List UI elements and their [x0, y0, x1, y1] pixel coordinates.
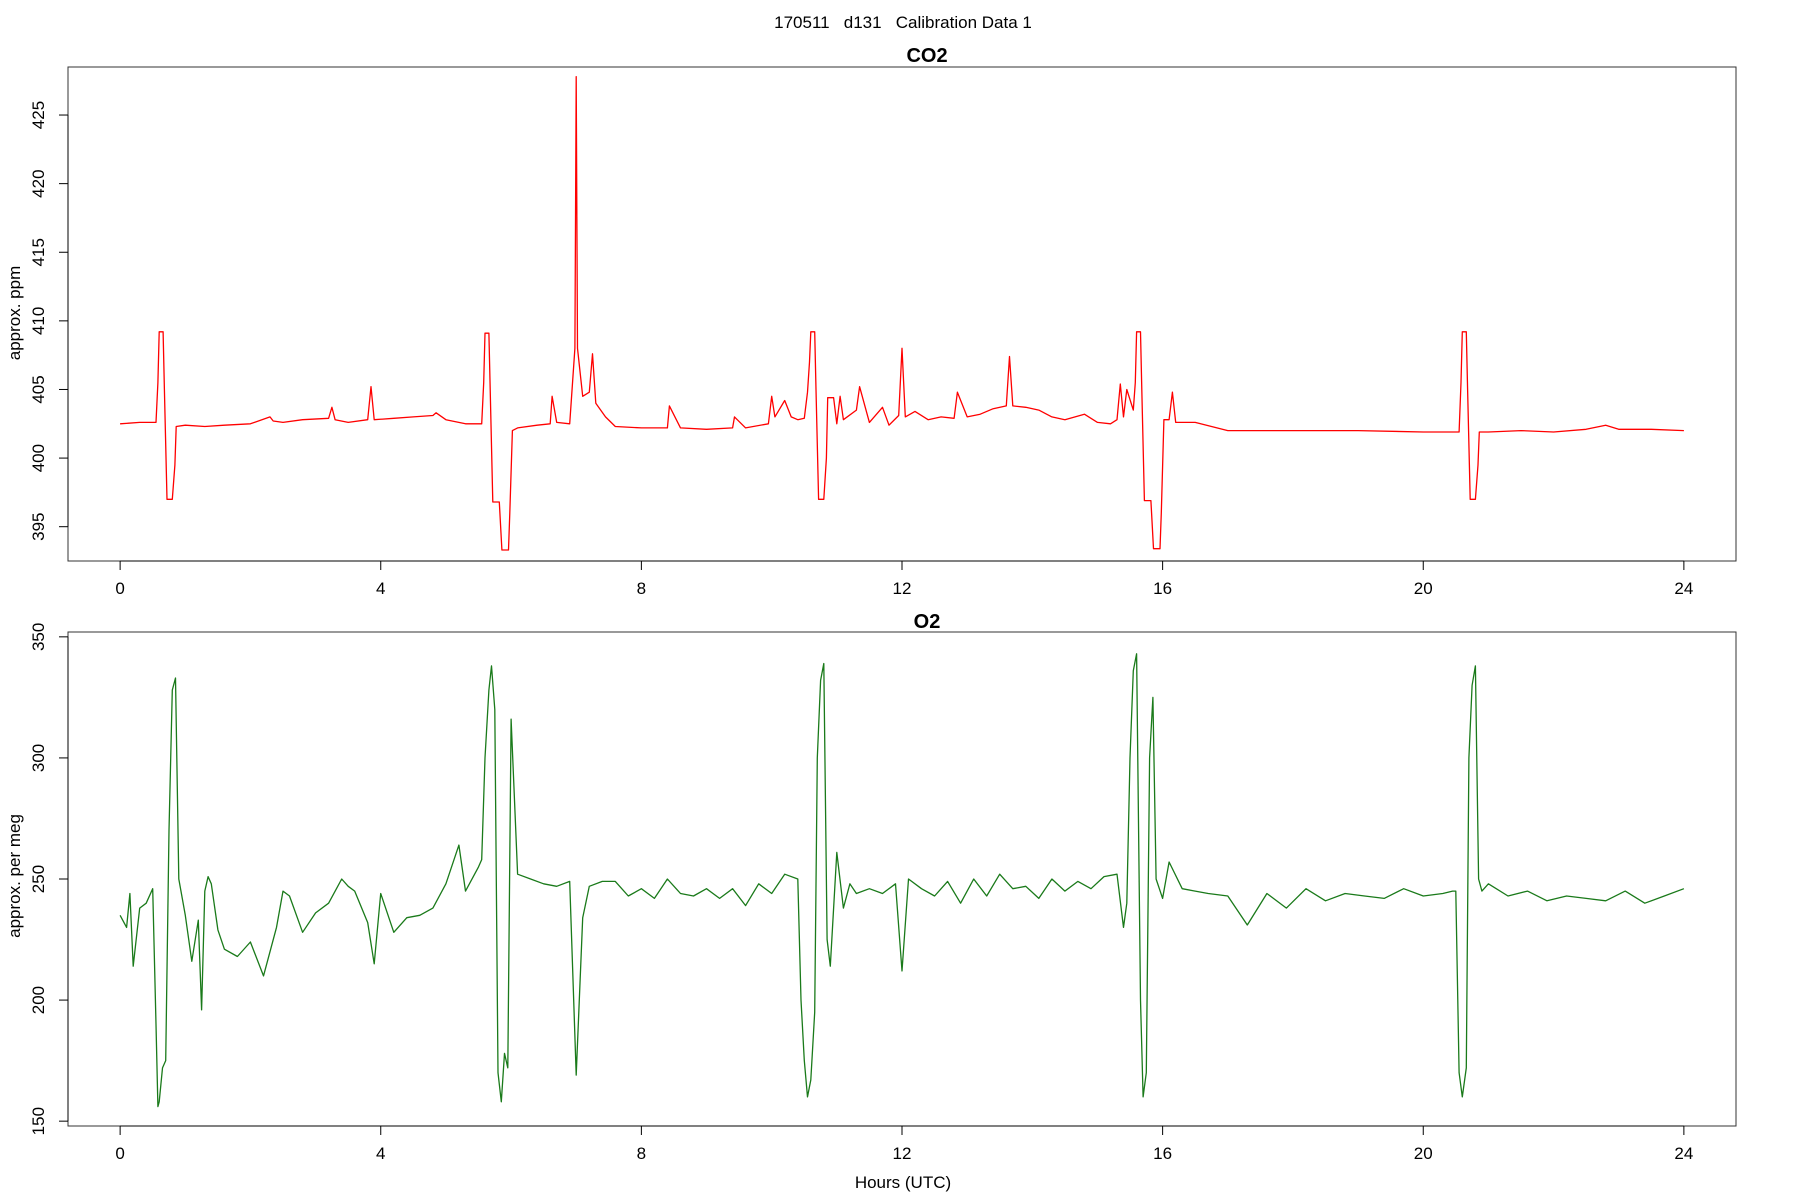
co2-y-tick-label: 420 — [29, 169, 48, 197]
o2-x-tick-label: 8 — [637, 1144, 646, 1163]
o2-x-tick-label: 12 — [893, 1144, 912, 1163]
o2-y-tick-label: 200 — [29, 986, 48, 1014]
o2-y-tick-label: 350 — [29, 623, 48, 651]
co2-y-tick-label: 405 — [29, 375, 48, 403]
o2-plot-area — [119, 653, 1685, 1108]
co2-x-tick-label: 8 — [637, 579, 646, 598]
co2-y-tick-label: 395 — [29, 513, 48, 541]
co2-y-axis-label: approx. ppm — [5, 266, 24, 361]
co2-y-tick-label: 415 — [29, 238, 48, 266]
o2-y-axis-label: approx. per meg — [5, 814, 24, 938]
o2-x-axis: 0 4 8 12 16 20 24 — [115, 1125, 1693, 1163]
o2-panel: O2 approx. per meg Hours (UTC) 0 4 8 12 16 20… — [5, 611, 1737, 1192]
o2-x-tick-label: 16 — [1153, 1144, 1172, 1163]
co2-panel: CO2 approx. ppm 0 4 8 12 16 20 24 395 400 405 410… — [5, 45, 1737, 598]
o2-x-axis-label: Hours (UTC) — [855, 1173, 951, 1192]
o2-y-tick-label: 300 — [29, 744, 48, 772]
o2-series-line — [119, 653, 1685, 1108]
figure-title: 170511 d131 Calibration Data 1 — [774, 13, 1032, 32]
co2-y-axis: 395 400 405 410 415 420 425 — [29, 101, 69, 541]
o2-x-tick-label: 0 — [115, 1144, 124, 1163]
o2-panel-title: O2 — [914, 611, 941, 633]
co2-y-tick-label: 410 — [29, 307, 48, 335]
co2-plot-area — [120, 75, 1684, 551]
o2-y-axis: 150 200 250 300 350 — [29, 623, 69, 1135]
co2-x-tick-label: 12 — [893, 579, 912, 598]
co2-x-tick-label: 16 — [1153, 579, 1172, 598]
co2-panel-title: CO2 — [906, 45, 947, 67]
co2-x-tick-label: 0 — [115, 579, 124, 598]
co2-y-tick-label: 425 — [29, 101, 48, 129]
co2-plot-frame — [67, 66, 1737, 562]
co2-x-tick-label: 24 — [1674, 579, 1693, 598]
co2-x-tick-label: 20 — [1414, 579, 1433, 598]
co2-x-tick-label: 4 — [376, 579, 385, 598]
o2-plot-frame — [67, 631, 1737, 1127]
o2-x-tick-label: 20 — [1414, 1144, 1433, 1163]
o2-y-tick-label: 150 — [29, 1107, 48, 1135]
o2-y-tick-label: 250 — [29, 865, 48, 893]
co2-series-line — [120, 75, 1684, 551]
co2-y-tick-label: 400 — [29, 444, 48, 472]
o2-x-tick-label: 24 — [1674, 1144, 1693, 1163]
co2-x-axis: 0 4 8 12 16 20 24 — [115, 560, 1693, 598]
o2-x-tick-label: 4 — [376, 1144, 385, 1163]
